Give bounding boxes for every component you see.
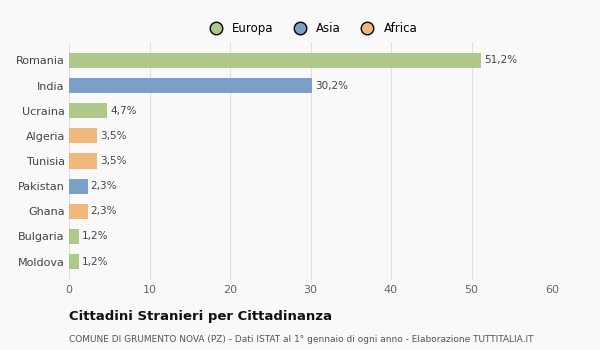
Bar bbox=[69, 229, 79, 244]
Text: 1,2%: 1,2% bbox=[82, 231, 109, 242]
Bar bbox=[69, 128, 97, 143]
Text: 30,2%: 30,2% bbox=[316, 80, 349, 91]
Text: 4,7%: 4,7% bbox=[110, 106, 137, 116]
Bar bbox=[69, 103, 107, 118]
Text: 3,5%: 3,5% bbox=[100, 131, 127, 141]
Bar bbox=[69, 254, 79, 269]
Bar bbox=[69, 204, 88, 219]
Text: 2,3%: 2,3% bbox=[91, 181, 117, 191]
Text: Cittadini Stranieri per Cittadinanza: Cittadini Stranieri per Cittadinanza bbox=[69, 310, 332, 323]
Bar bbox=[69, 178, 88, 194]
Text: 51,2%: 51,2% bbox=[484, 55, 518, 65]
Bar bbox=[69, 78, 312, 93]
Legend: Europa, Asia, Africa: Europa, Asia, Africa bbox=[199, 17, 422, 40]
Bar bbox=[69, 53, 481, 68]
Text: 2,3%: 2,3% bbox=[91, 206, 117, 216]
Text: 1,2%: 1,2% bbox=[82, 257, 109, 267]
Text: COMUNE DI GRUMENTO NOVA (PZ) - Dati ISTAT al 1° gennaio di ogni anno - Elaborazi: COMUNE DI GRUMENTO NOVA (PZ) - Dati ISTA… bbox=[69, 335, 533, 344]
Text: 3,5%: 3,5% bbox=[100, 156, 127, 166]
Bar bbox=[69, 153, 97, 169]
